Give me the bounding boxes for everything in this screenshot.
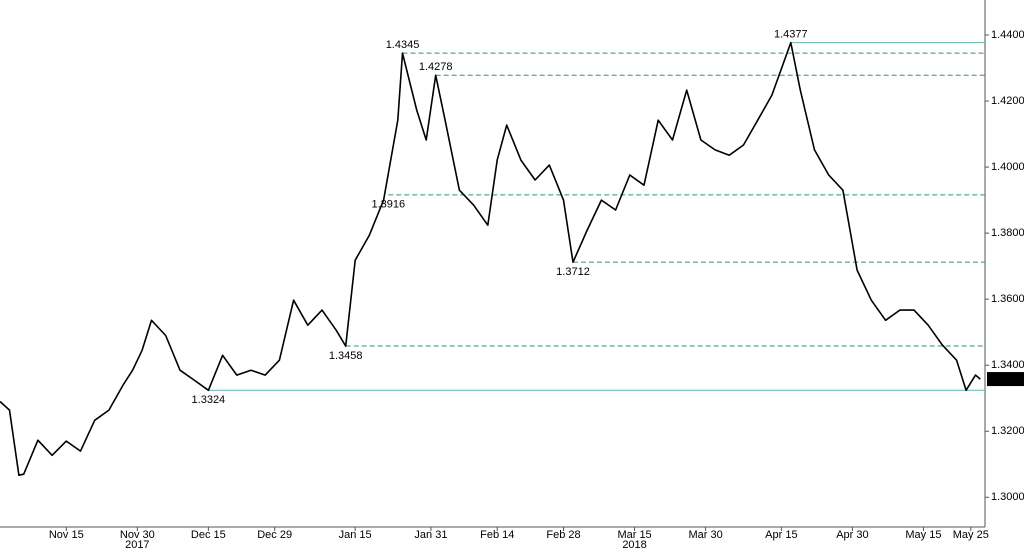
x-tick-label: May 25 <box>953 529 989 541</box>
year-label: 2018 <box>622 539 646 549</box>
x-tick-label: Dec 15 <box>191 529 226 541</box>
y-tick-label: 1.3200 <box>991 425 1024 437</box>
x-tick-label: Feb 14 <box>480 529 514 541</box>
y-tick-label: 1.4000 <box>991 161 1024 173</box>
x-tick-label: Apr 30 <box>836 529 868 541</box>
y-tick-label: 1.3800 <box>991 227 1024 239</box>
x-tick-label: Jan 31 <box>414 529 447 541</box>
x-tick-label: Mar 15 <box>617 529 651 541</box>
level-label: 1.4377 <box>774 29 808 41</box>
level-label: 1.3458 <box>329 350 363 362</box>
level-label: 1.3712 <box>556 266 590 278</box>
x-tick-label: Apr 15 <box>765 529 797 541</box>
y-tick-label: 1.4200 <box>991 95 1024 107</box>
y-tick-label: 1.3600 <box>991 293 1024 305</box>
level-label: 1.4278 <box>419 61 453 73</box>
y-tick-label: 1.4400 <box>991 29 1024 41</box>
x-tick-label: Feb 28 <box>546 529 580 541</box>
x-tick-label: Nov 15 <box>49 529 84 541</box>
x-tick-label: Dec 29 <box>257 529 292 541</box>
y-tick-label: 1.3000 <box>991 491 1024 503</box>
last-value-label: 1.3358 <box>989 373 1023 385</box>
year-label: 2017 <box>125 539 149 549</box>
level-label: 1.4345 <box>386 39 420 51</box>
price-line <box>0 41 981 476</box>
y-tick-label: 1.3400 <box>991 359 1024 371</box>
x-tick-label: May 15 <box>905 529 941 541</box>
x-tick-label: Jan 15 <box>339 529 372 541</box>
x-tick-label: Nov 30 <box>120 529 155 541</box>
x-tick-label: Mar 30 <box>688 529 722 541</box>
level-label: 1.3324 <box>192 394 226 406</box>
level-label: 1.3916 <box>371 199 405 211</box>
last-value-box <box>987 372 1024 387</box>
